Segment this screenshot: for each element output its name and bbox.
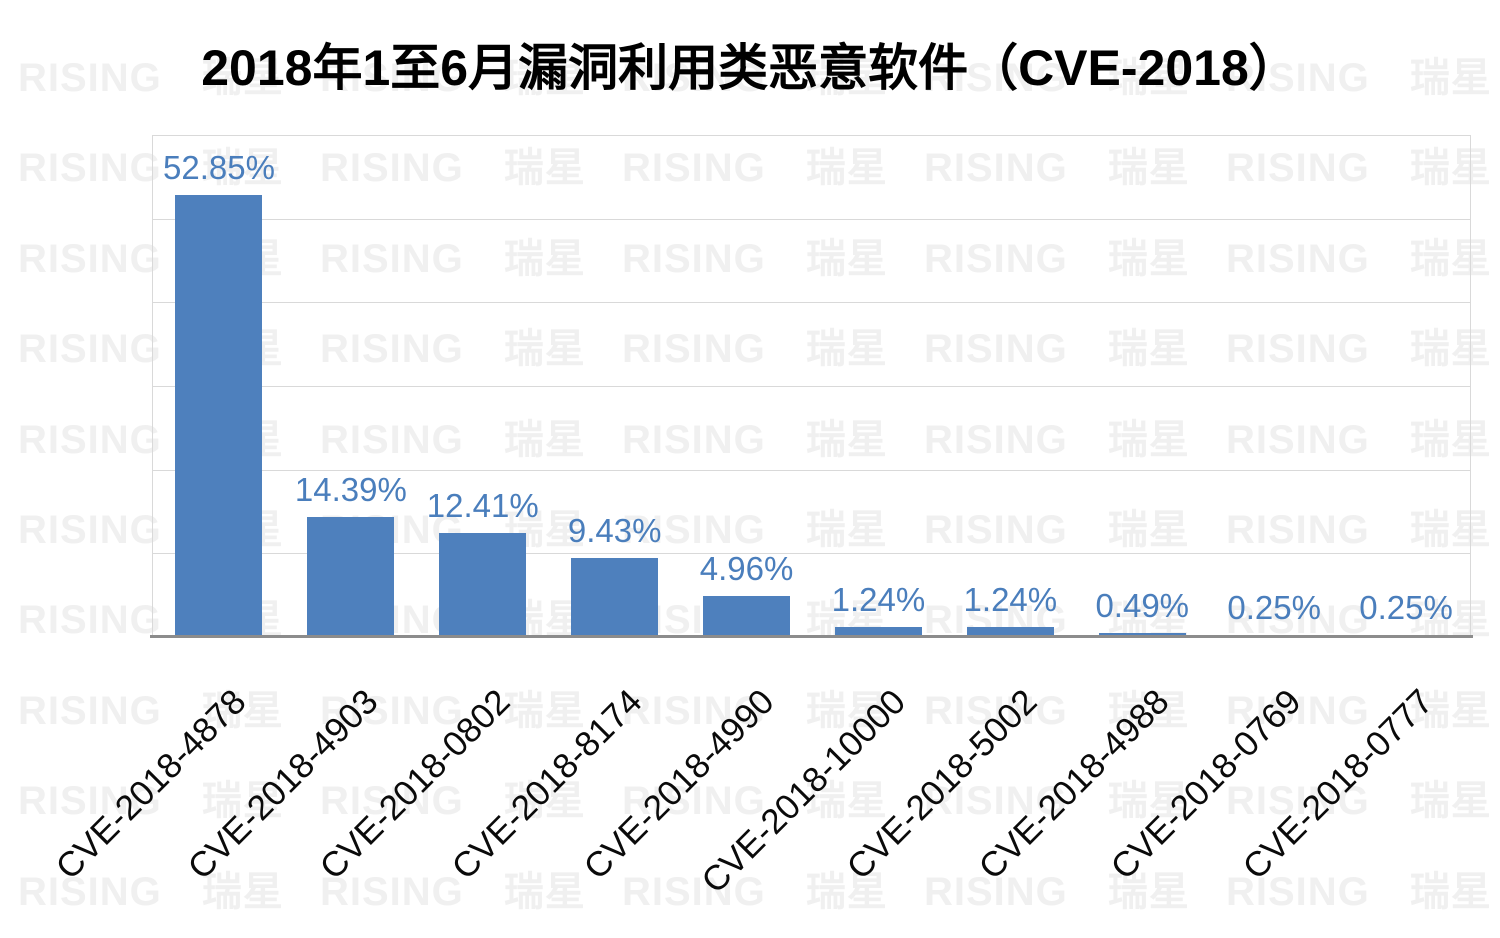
watermark-text: RISING 瑞星 xyxy=(1226,779,1492,824)
bar-value-label: 0.25% xyxy=(1227,588,1321,626)
watermark-text: RISING 瑞星 xyxy=(18,869,284,914)
watermark-text: RISING 瑞星 xyxy=(622,236,888,281)
watermark-text: RISING 瑞星 xyxy=(18,779,284,824)
watermark-text: RISING 瑞星 xyxy=(924,869,1190,914)
bar-value-label: 0.25% xyxy=(1359,588,1453,626)
watermark-text: RISING 瑞星 xyxy=(18,56,284,100)
watermark-text: RISING 瑞星 xyxy=(924,56,1190,100)
watermark-text: RISING 瑞星 xyxy=(924,236,1190,281)
watermark-text: RISING 瑞星 xyxy=(320,146,586,191)
gridline xyxy=(153,218,1470,220)
bar xyxy=(966,626,1054,637)
watermark-text: RISING 瑞星 xyxy=(622,779,888,824)
watermark-text: RISING 瑞星 xyxy=(1226,56,1492,100)
bar-value-label: 52.85% xyxy=(162,148,275,186)
bar-value-label: 12.41% xyxy=(426,487,539,525)
watermark-text: RISING 瑞星 xyxy=(924,327,1190,372)
bar xyxy=(571,558,659,637)
watermark-text: RISING 瑞星 xyxy=(924,417,1190,462)
watermark-text: RISING 瑞星 xyxy=(622,146,888,191)
bar-value-label: 1.24% xyxy=(831,580,926,618)
bar-value-label: 0.49% xyxy=(1095,586,1190,624)
bar xyxy=(1098,632,1186,637)
x-axis-line xyxy=(150,635,1473,638)
watermark-text: RISING 瑞星 xyxy=(1226,508,1492,552)
bar xyxy=(307,516,395,637)
watermark-text: RISING 瑞星 xyxy=(622,508,888,552)
watermark-text: RISING 瑞星 xyxy=(924,146,1190,191)
bar-value-label: 14.39% xyxy=(294,470,407,508)
watermark-text: RISING 瑞星 xyxy=(622,327,888,372)
watermark-text: RISING 瑞星 xyxy=(320,327,586,372)
watermark-text: RISING 瑞星 xyxy=(18,146,284,191)
watermark-text: RISING 瑞星 xyxy=(1226,869,1492,914)
watermark-text: RISING 瑞星 xyxy=(622,417,888,462)
bar-value-label: 1.24% xyxy=(963,580,1058,618)
watermark-text: RISING 瑞星 xyxy=(320,779,586,824)
watermark-text: RISING 瑞星 xyxy=(1226,236,1492,281)
bar xyxy=(439,533,527,637)
gridline xyxy=(153,386,1470,387)
watermark-text: RISING 瑞星 xyxy=(320,56,586,100)
watermark-text: RISING 瑞星 xyxy=(320,869,586,914)
watermark-text: RISING 瑞星 xyxy=(320,236,586,281)
watermark-text: RISING 瑞星 xyxy=(924,508,1190,552)
watermark-text: RISING 瑞星 xyxy=(1226,146,1492,191)
watermark-text: RISING 瑞星 xyxy=(1226,327,1492,372)
bar-value-label: 4.96% xyxy=(699,549,794,587)
watermark-text: RISING 瑞星 xyxy=(320,688,586,733)
bar xyxy=(834,626,922,637)
watermark-text: RISING 瑞星 xyxy=(320,417,586,462)
watermark-text: RISING 瑞星 xyxy=(18,688,284,733)
gridline xyxy=(153,302,1470,304)
bar xyxy=(175,194,263,637)
watermark-text: RISING 瑞星 xyxy=(622,688,888,733)
bar-value-label: 9.43% xyxy=(567,512,662,550)
gridline xyxy=(153,553,1470,555)
watermark-text: RISING 瑞星 xyxy=(622,56,888,100)
bar xyxy=(703,595,791,637)
watermark-text: RISING 瑞星 xyxy=(1226,417,1492,462)
chart-title: 2018年1至6月漏洞利用类恶意软件（CVE-2018） xyxy=(201,40,1299,96)
watermark-text: RISING 瑞星 xyxy=(1226,688,1492,733)
watermark-text: RISING 瑞星 xyxy=(924,688,1190,733)
watermark-text: RISING 瑞星 xyxy=(924,779,1190,824)
plot-area: 52.85% 14.39% 12.41% 9.43% 4.96% 1.24% 1.24% 0.… xyxy=(152,135,1471,637)
gridline xyxy=(153,135,1470,136)
watermark-text: RISING 瑞星 xyxy=(622,869,888,914)
gridline xyxy=(153,469,1470,471)
